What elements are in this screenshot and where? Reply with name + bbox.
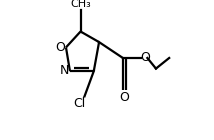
Text: N: N (60, 64, 69, 77)
Text: CH₃: CH₃ (70, 0, 91, 9)
Text: O: O (55, 41, 65, 54)
Text: O: O (119, 90, 129, 103)
Text: O: O (140, 52, 150, 65)
Text: Cl: Cl (73, 97, 85, 110)
